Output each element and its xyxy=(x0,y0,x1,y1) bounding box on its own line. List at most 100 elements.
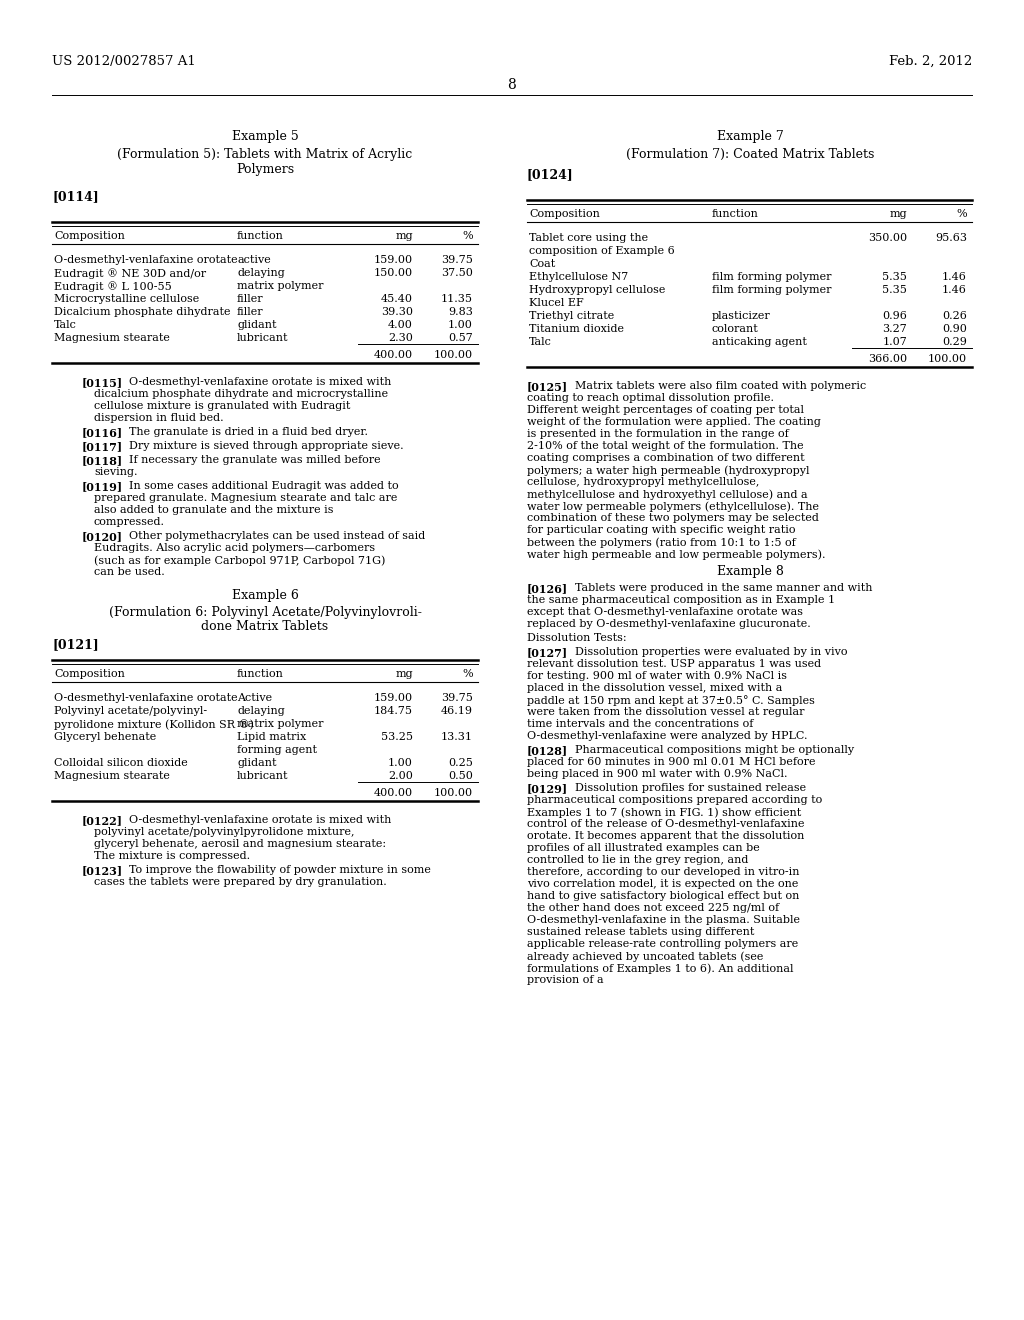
Text: (Formulation 6: Polyvinyl Acetate/Polyvinylovroli-: (Formulation 6: Polyvinyl Acetate/Polyvi… xyxy=(109,606,422,619)
Text: [0114]: [0114] xyxy=(52,190,98,203)
Text: 37.50: 37.50 xyxy=(441,268,473,279)
Text: [0118]: [0118] xyxy=(82,455,123,466)
Text: can be used.: can be used. xyxy=(94,568,165,577)
Text: 0.96: 0.96 xyxy=(882,312,907,321)
Text: colorant: colorant xyxy=(712,323,759,334)
Text: sieving.: sieving. xyxy=(94,467,137,477)
Text: 8: 8 xyxy=(508,78,516,92)
Text: the other hand does not exceed 225 ng/ml of: the other hand does not exceed 225 ng/ml… xyxy=(527,903,779,913)
Text: Composition: Composition xyxy=(529,209,600,219)
Text: 100.00: 100.00 xyxy=(434,350,473,360)
Text: Talc: Talc xyxy=(529,337,552,347)
Text: Talc: Talc xyxy=(54,319,77,330)
Text: Eudragits. Also acrylic acid polymers—carbomers: Eudragits. Also acrylic acid polymers—ca… xyxy=(94,543,375,553)
Text: being placed in 900 ml water with 0.9% NaCl.: being placed in 900 ml water with 0.9% N… xyxy=(527,770,787,779)
Text: mg: mg xyxy=(395,669,413,678)
Text: between the polymers (ratio from 10:1 to 1:5 of: between the polymers (ratio from 10:1 to… xyxy=(527,537,796,548)
Text: 95.63: 95.63 xyxy=(935,234,967,243)
Text: 3.27: 3.27 xyxy=(883,323,907,334)
Text: 9.83: 9.83 xyxy=(449,308,473,317)
Text: 39.75: 39.75 xyxy=(441,255,473,265)
Text: film forming polymer: film forming polymer xyxy=(712,285,831,294)
Text: Dissolution profiles for sustained release: Dissolution profiles for sustained relea… xyxy=(575,783,806,793)
Text: function: function xyxy=(237,669,284,678)
Text: O-desmethyl-venlafaxine orotate: O-desmethyl-venlafaxine orotate xyxy=(54,255,238,265)
Text: except that O-desmethyl-venlafaxine orotate was: except that O-desmethyl-venlafaxine orot… xyxy=(527,607,803,616)
Text: 159.00: 159.00 xyxy=(374,693,413,704)
Text: hand to give satisfactory biological effect but on: hand to give satisfactory biological eff… xyxy=(527,891,800,902)
Text: 39.30: 39.30 xyxy=(381,308,413,317)
Text: 0.26: 0.26 xyxy=(942,312,967,321)
Text: for testing. 900 ml of water with 0.9% NaCl is: for testing. 900 ml of water with 0.9% N… xyxy=(527,671,787,681)
Text: Example 8: Example 8 xyxy=(717,565,783,578)
Text: Dicalcium phosphate dihydrate: Dicalcium phosphate dihydrate xyxy=(54,308,230,317)
Text: forming agent: forming agent xyxy=(237,744,317,755)
Text: [0117]: [0117] xyxy=(82,441,123,451)
Text: Polymers: Polymers xyxy=(236,162,294,176)
Text: Polyvinyl acetate/polyvinyl-: Polyvinyl acetate/polyvinyl- xyxy=(54,706,207,715)
Text: Magnesium stearate: Magnesium stearate xyxy=(54,333,170,343)
Text: coating to reach optimal dissolution profile.: coating to reach optimal dissolution pro… xyxy=(527,393,774,403)
Text: placed in the dissolution vessel, mixed with a: placed in the dissolution vessel, mixed … xyxy=(527,682,782,693)
Text: 100.00: 100.00 xyxy=(928,354,967,364)
Text: 46.19: 46.19 xyxy=(441,706,473,715)
Text: 366.00: 366.00 xyxy=(868,354,907,364)
Text: Dry mixture is sieved through appropriate sieve.: Dry mixture is sieved through appropriat… xyxy=(129,441,403,451)
Text: O-desmethyl-venlafaxine orotate is mixed with: O-desmethyl-venlafaxine orotate is mixed… xyxy=(129,814,391,825)
Text: glidant: glidant xyxy=(237,758,276,768)
Text: time intervals and the concentrations of: time intervals and the concentrations of xyxy=(527,719,754,729)
Text: Glyceryl behenate: Glyceryl behenate xyxy=(54,733,157,742)
Text: cellulose mixture is granulated with Eudragit: cellulose mixture is granulated with Eud… xyxy=(94,401,350,411)
Text: weight of the formulation were applied. The coating: weight of the formulation were applied. … xyxy=(527,417,821,426)
Text: Klucel EF: Klucel EF xyxy=(529,298,584,308)
Text: [0121]: [0121] xyxy=(52,638,98,651)
Text: 1.46: 1.46 xyxy=(942,285,967,294)
Text: for particular coating with specific weight ratio: for particular coating with specific wei… xyxy=(527,525,796,535)
Text: polymers; a water high permeable (hydroxypropyl: polymers; a water high permeable (hydrox… xyxy=(527,465,810,475)
Text: glyceryl behenate, aerosil and magnesium stearate:: glyceryl behenate, aerosil and magnesium… xyxy=(94,840,386,849)
Text: relevant dissolution test. USP apparatus 1 was used: relevant dissolution test. USP apparatus… xyxy=(527,659,821,669)
Text: Example 7: Example 7 xyxy=(717,129,783,143)
Text: [0123]: [0123] xyxy=(82,865,123,876)
Text: pyrolidone mixture (Kollidon SR ®): pyrolidone mixture (Kollidon SR ®) xyxy=(54,719,254,730)
Text: is presented in the formulation in the range of: is presented in the formulation in the r… xyxy=(527,429,788,440)
Text: Active: Active xyxy=(237,693,272,704)
Text: %: % xyxy=(463,669,473,678)
Text: applicable release-rate controlling polymers are: applicable release-rate controlling poly… xyxy=(527,939,799,949)
Text: Tablet core using the: Tablet core using the xyxy=(529,234,648,243)
Text: 150.00: 150.00 xyxy=(374,268,413,279)
Text: Feb. 2, 2012: Feb. 2, 2012 xyxy=(889,55,972,69)
Text: [0119]: [0119] xyxy=(82,480,123,492)
Text: [0120]: [0120] xyxy=(82,531,123,543)
Text: 5.35: 5.35 xyxy=(882,285,907,294)
Text: Lipid matrix: Lipid matrix xyxy=(237,733,306,742)
Text: 1.07: 1.07 xyxy=(883,337,907,347)
Text: filler: filler xyxy=(237,308,263,317)
Text: lubricant: lubricant xyxy=(237,333,289,343)
Text: the same pharmaceutical composition as in Example 1: the same pharmaceutical composition as i… xyxy=(527,595,836,605)
Text: 1.00: 1.00 xyxy=(388,758,413,768)
Text: Different weight percentages of coating per total: Different weight percentages of coating … xyxy=(527,405,804,414)
Text: already achieved by uncoated tablets (see: already achieved by uncoated tablets (se… xyxy=(527,950,763,961)
Text: cases the tablets were prepared by dry granulation.: cases the tablets were prepared by dry g… xyxy=(94,876,387,887)
Text: Colloidal silicon dioxide: Colloidal silicon dioxide xyxy=(54,758,187,768)
Text: 39.75: 39.75 xyxy=(441,693,473,704)
Text: 2-10% of the total weight of the formulation. The: 2-10% of the total weight of the formula… xyxy=(527,441,804,451)
Text: Tablets were produced in the same manner and with: Tablets were produced in the same manner… xyxy=(575,583,872,593)
Text: Example 5: Example 5 xyxy=(231,129,298,143)
Text: 159.00: 159.00 xyxy=(374,255,413,265)
Text: US 2012/0027857 A1: US 2012/0027857 A1 xyxy=(52,55,196,69)
Text: [0126]: [0126] xyxy=(527,583,568,594)
Text: water low permeable polymers (ethylcellulose). The: water low permeable polymers (ethylcellu… xyxy=(527,502,819,512)
Text: sustained release tablets using different: sustained release tablets using differen… xyxy=(527,927,755,937)
Text: O-desmethyl-venlafaxine orotate: O-desmethyl-venlafaxine orotate xyxy=(54,693,238,704)
Text: control of the release of O-desmethyl-venlafaxine: control of the release of O-desmethyl-ve… xyxy=(527,818,805,829)
Text: Other polymethacrylates can be used instead of said: Other polymethacrylates can be used inst… xyxy=(129,531,425,541)
Text: Dissolution Tests:: Dissolution Tests: xyxy=(527,634,627,643)
Text: Triethyl citrate: Triethyl citrate xyxy=(529,312,614,321)
Text: compressed.: compressed. xyxy=(94,517,165,527)
Text: Dissolution properties were evaluated by in vivo: Dissolution properties were evaluated by… xyxy=(575,647,848,657)
Text: therefore, according to our developed in vitro-in: therefore, according to our developed in… xyxy=(527,867,800,876)
Text: done Matrix Tablets: done Matrix Tablets xyxy=(202,620,329,634)
Text: delaying: delaying xyxy=(237,268,285,279)
